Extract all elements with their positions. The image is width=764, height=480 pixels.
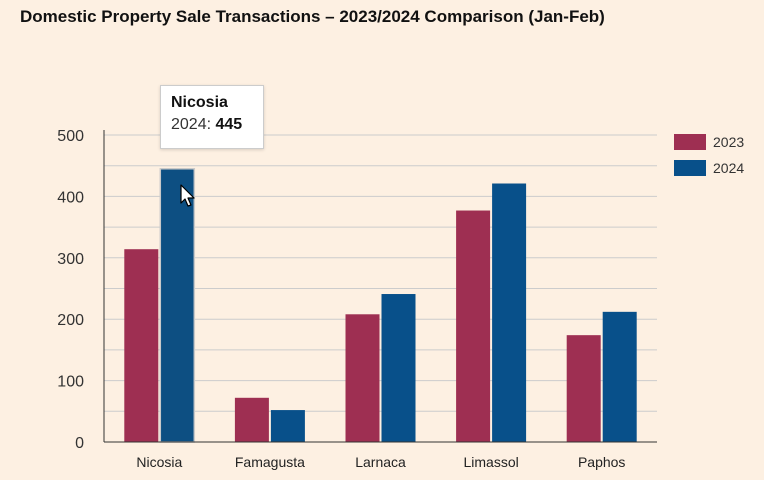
bar-paphos-2023[interactable] [566,335,601,442]
legend[interactable]: 2023 2024 [674,134,744,176]
axes: 0 100 200 300 400 500 Nicosia Famagusta Larnaca L… [57,128,657,470]
legend-label-2024[interactable]: 2024 [713,160,744,176]
bar-nicosia-2023[interactable] [124,249,159,442]
bars[interactable] [124,168,637,443]
x-tick-label: Nicosia [136,454,182,470]
bar-limassol-2023[interactable] [456,210,491,442]
x-tick-label: Limassol [463,454,518,470]
legend-label-2023[interactable]: 2023 [713,134,744,150]
x-tick-label: Famagusta [235,454,305,470]
y-tick-label: 500 [57,128,84,145]
tooltip-body: 2024: 445 [171,116,253,134]
x-tick-label: Paphos [578,454,625,470]
bar-larnaca-2023[interactable] [345,314,380,442]
y-tick-label: 200 [57,312,84,329]
bar-larnaca-2024[interactable] [381,294,416,442]
bar-nicosia-2024[interactable] [159,168,196,443]
legend-swatch-2024[interactable] [674,160,706,176]
chart-title: Domestic Property Sale Transactions – 20… [20,7,605,26]
mouse-cursor-icon [180,184,195,207]
y-tick-label: 400 [57,189,84,206]
bar-famagusta-2024[interactable] [270,410,305,442]
y-tick-label: 0 [75,435,84,452]
tooltip-series-label: 2024: [171,116,212,133]
bar-paphos-2024[interactable] [602,311,637,442]
x-tick-label: Larnaca [355,454,406,470]
tooltip-title: Nicosia [171,94,228,111]
bar-limassol-2024[interactable] [492,183,527,443]
grid-lines [104,134,657,412]
y-tick-label: 100 [57,374,84,391]
tooltip-value: 445 [215,116,243,133]
tooltip: Nicosia 2024: 445 [160,85,264,149]
legend-swatch-2023[interactable] [674,134,706,150]
bar-famagusta-2023[interactable] [234,397,269,442]
y-tick-label: 300 [57,251,84,268]
